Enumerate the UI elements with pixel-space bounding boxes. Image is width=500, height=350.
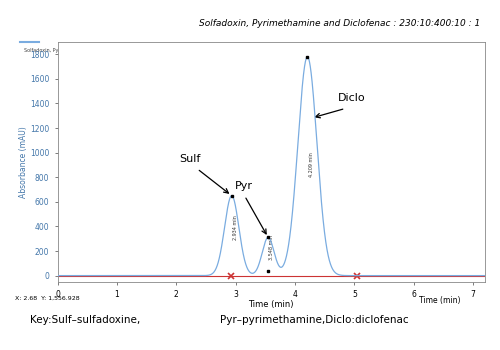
- Text: 3.548 min: 3.548 min: [270, 236, 274, 260]
- Y-axis label: Absorbance (mAU): Absorbance (mAU): [20, 126, 28, 198]
- Text: Sulf: Sulf: [179, 154, 201, 164]
- Text: 4.209 min: 4.209 min: [309, 152, 314, 177]
- X-axis label: Time (min): Time (min): [248, 300, 294, 309]
- Text: X: 2.68  Y: 1,556.928: X: 2.68 Y: 1,556.928: [15, 296, 80, 301]
- Text: Time (min): Time (min): [419, 296, 461, 305]
- Text: Key:Sulf–sulfadoxine,: Key:Sulf–sulfadoxine,: [30, 315, 140, 325]
- Text: 2.934 min: 2.934 min: [233, 215, 238, 240]
- Text: Pyr: Pyr: [234, 181, 252, 191]
- Text: Pyr–pyrimethamine,Diclo:diclofenac: Pyr–pyrimethamine,Diclo:diclofenac: [220, 315, 408, 325]
- Text: Solfadoxin, Pyrimethamine and Diclofenac : 230:10:400:10 : 1: Solfadoxin, Pyrimethamine and Diclofenac…: [199, 19, 480, 28]
- Text: Solfadoxin, Pyrimethamine and Diclofenac :  230:10:400:10 : 1: Solfadoxin, Pyrimethamine and Diclofenac…: [24, 48, 178, 53]
- Text: Diclo: Diclo: [338, 93, 366, 104]
